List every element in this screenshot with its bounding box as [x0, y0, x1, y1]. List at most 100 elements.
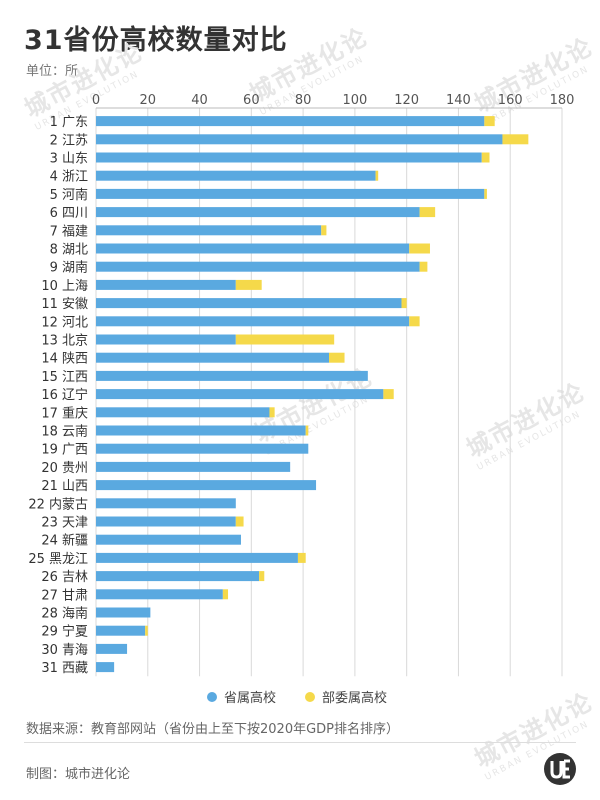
bar-provincial [96, 188, 485, 199]
bar-ministry [502, 134, 529, 145]
category-label: 28 海南 [41, 606, 88, 622]
bar-ministry [401, 298, 407, 309]
category-label: 5 河南 [50, 187, 88, 203]
category-label: 2 江苏 [50, 132, 88, 148]
bar-provincial [96, 243, 410, 254]
bar-ministry [409, 243, 430, 254]
bar-provincial [96, 625, 146, 636]
bar-ministry [235, 334, 335, 345]
x-tick-label: 180 [550, 93, 575, 108]
bar-provincial [96, 534, 241, 545]
bar-ministry [297, 552, 306, 563]
category-label: 3 山东 [50, 152, 88, 167]
bar-provincial [96, 443, 309, 454]
category-label: 29 宁夏 [41, 624, 88, 640]
bar-provincial [96, 552, 298, 563]
bar-ministry [383, 389, 394, 400]
category-label: 31 西藏 [41, 661, 88, 676]
category-label: 19 广西 [41, 443, 88, 458]
x-tick-label: 140 [446, 93, 471, 108]
chart-title: 31省份高校数量对比 [24, 25, 288, 56]
category-label: 15 江西 [41, 370, 88, 385]
bar-provincial [96, 571, 260, 582]
bar-provincial [96, 334, 236, 345]
category-label: 9 湖南 [50, 260, 88, 276]
category-label: 12 河北 [41, 315, 88, 330]
x-tick-label: 20 [140, 93, 157, 108]
bar-provincial [96, 589, 223, 600]
category-label: 18 云南 [41, 424, 88, 440]
data-source: 数据来源：教育部网站（省份由上至下按2020年GDP排名排序） [26, 722, 400, 737]
bar-provincial [96, 480, 317, 491]
bar-ministry [235, 279, 262, 290]
category-layer: 1 广东 2 江苏 3 山东 4 浙江 5 河南 6 四川 7 福建 8 湖北 9 湖南 10 上… [28, 115, 88, 676]
category-label: 25 黑龙江 [28, 552, 88, 567]
bar-layer [96, 116, 529, 673]
bar-provincial [96, 352, 329, 363]
bar-ministry [329, 352, 345, 363]
bar-provincial [96, 461, 291, 472]
brand-logo [544, 753, 576, 785]
category-label: 21 山西 [41, 479, 88, 494]
x-tick-label: 60 [243, 93, 260, 108]
bar-ministry [145, 625, 148, 636]
bar-ministry [484, 116, 495, 127]
legend-label: 部委属高校 [322, 690, 387, 706]
bar-provincial [96, 370, 368, 381]
x-tick-label: 80 [295, 93, 312, 108]
bar-provincial [96, 116, 485, 127]
category-label: 16 辽宁 [41, 387, 88, 403]
category-label: 20 贵州 [41, 461, 88, 476]
bar-ministry [222, 589, 229, 600]
x-tick-label: 40 [191, 93, 208, 108]
category-label: 1 广东 [50, 115, 88, 130]
bar-provincial [96, 316, 410, 327]
bar-provincial [96, 643, 128, 654]
bar-provincial [96, 516, 236, 527]
category-label: 14 陕西 [41, 352, 88, 367]
bar-provincial [96, 407, 270, 418]
bar-ministry [481, 152, 490, 163]
bar-provincial [96, 498, 236, 509]
category-label: 24 新疆 [41, 533, 88, 549]
category-label: 22 内蒙古 [28, 496, 88, 512]
category-label: 10 上海 [41, 279, 88, 294]
bar-provincial [96, 389, 384, 400]
bar-ministry [409, 316, 420, 327]
bar-ministry [259, 571, 265, 582]
legend-swatch [207, 692, 217, 702]
legend-label: 省属高校 [224, 690, 276, 706]
x-tick-label: 100 [342, 93, 367, 108]
chart-maker: 制图：城市进化论 [26, 767, 131, 782]
footer-divider [24, 742, 576, 743]
bar-provincial [96, 207, 420, 218]
bar-provincial [96, 261, 420, 272]
bar-ministry [235, 516, 244, 527]
bar-chart: 0 20 40 60 80 100 120 140 160 180 1 广东 2 江苏 3 山东 4 浙… [28, 93, 575, 706]
bar-ministry [419, 261, 428, 272]
bar-provincial [96, 298, 402, 309]
bar-provincial [96, 134, 503, 145]
x-tick-label: 160 [498, 93, 523, 108]
category-label: 8 湖北 [50, 243, 88, 258]
legend: 省属高校 部委属高校 [207, 690, 387, 706]
bar-ministry [305, 425, 309, 436]
bar-provincial [96, 662, 115, 673]
x-tick-label: 0 [92, 93, 100, 108]
unit-label: 单位：所 [26, 64, 79, 79]
tick-layer: 0 20 40 60 80 100 120 140 160 180 [92, 93, 575, 108]
category-label: 6 四川 [50, 206, 88, 221]
bar-ministry [269, 407, 275, 418]
category-label: 27 甘肃 [41, 588, 88, 603]
category-label: 23 天津 [41, 516, 88, 531]
bar-provincial [96, 225, 322, 236]
bar-provincial [96, 152, 482, 163]
bar-ministry [375, 170, 379, 181]
category-label: 13 北京 [41, 334, 88, 349]
bar-ministry [484, 188, 487, 199]
bar-provincial [96, 607, 151, 618]
category-label: 17 重庆 [41, 405, 88, 421]
category-label: 11 安徽 [41, 297, 88, 312]
bar-provincial [96, 170, 376, 181]
bar-provincial [96, 279, 236, 290]
